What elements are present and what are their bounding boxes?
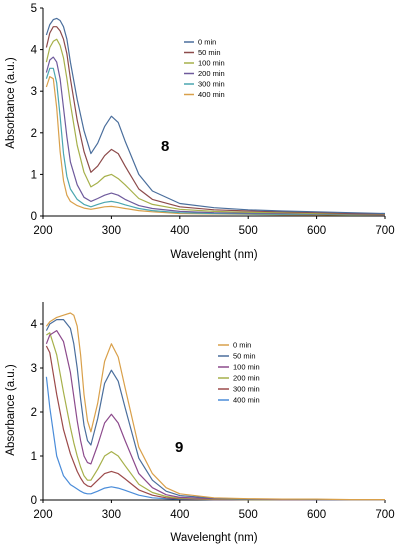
y-tick-label: 0	[31, 495, 37, 507]
legend-label: 100 min	[198, 59, 225, 68]
x-tick-label: 600	[307, 225, 326, 237]
series-line-0-min	[45, 312, 385, 501]
legend-label: 300 min	[233, 385, 260, 394]
x-tick-label: 200	[33, 509, 52, 521]
y-tick-label: 1	[31, 169, 37, 181]
y-axis-title: Absorbance (a.u.)	[5, 57, 17, 149]
legend-label: 400 min	[233, 396, 260, 405]
x-tick-label: 400	[170, 225, 189, 237]
x-tick-label: 700	[375, 509, 394, 521]
legend-label: 400 min	[198, 90, 225, 99]
y-tick-label: 2	[31, 128, 37, 140]
legend: 0 min 50 min 100 min 200 min 300 min 400 min	[218, 341, 260, 405]
legend-label: 100 min	[233, 363, 260, 372]
legend-label: 0 min	[233, 341, 251, 350]
y-tick-label: 2	[31, 407, 37, 419]
x-tick-label: 300	[102, 225, 121, 237]
x-axis-title: Wavelenght (nm)	[170, 249, 257, 261]
x-axis-title: Wavelenght (nm)	[170, 532, 257, 544]
y-tick-label: 3	[31, 86, 37, 98]
series-line-100-min	[45, 38, 386, 215]
series-line-300-min	[45, 67, 385, 216]
y-axis-title: Absorbance (a.u.)	[5, 364, 17, 456]
x-tick-label: 600	[307, 509, 326, 521]
x-tick-label: 700	[375, 225, 394, 237]
x-tick-label: 500	[239, 225, 258, 237]
x-tick-label: 200	[33, 225, 52, 237]
x-tick-label: 300	[102, 509, 121, 521]
chart-panel-9: 200 300 400 500 600 700 0 1 2 3 4 0 min 50 min 100 mi…	[5, 302, 395, 544]
panel-label: 9	[175, 439, 183, 456]
y-tick-label: 0	[31, 211, 37, 223]
y-tick-label: 3	[31, 363, 37, 375]
legend-label: 200 min	[198, 69, 225, 78]
series-line-50-min	[45, 319, 385, 501]
y-tick-label: 5	[31, 3, 37, 15]
legend-label: 0 min	[198, 38, 216, 47]
legend-label: 200 min	[233, 374, 260, 383]
y-tick-label: 4	[31, 319, 38, 331]
series-line-100-min	[45, 330, 385, 501]
legend-label: 300 min	[198, 80, 225, 89]
y-tick-label: 1	[31, 451, 37, 463]
x-tick-label: 500	[239, 509, 258, 521]
x-tick-label: 400	[170, 509, 189, 521]
panel-label: 8	[161, 138, 169, 155]
legend-label: 50 min	[198, 48, 221, 57]
series-line-50-min	[45, 26, 386, 215]
series-line-200-min	[46, 332, 385, 501]
y-tick-label: 4	[31, 45, 38, 57]
series-line-0-min	[45, 17, 386, 215]
legend-label: 50 min	[233, 352, 256, 361]
series-line-200-min	[45, 56, 386, 216]
